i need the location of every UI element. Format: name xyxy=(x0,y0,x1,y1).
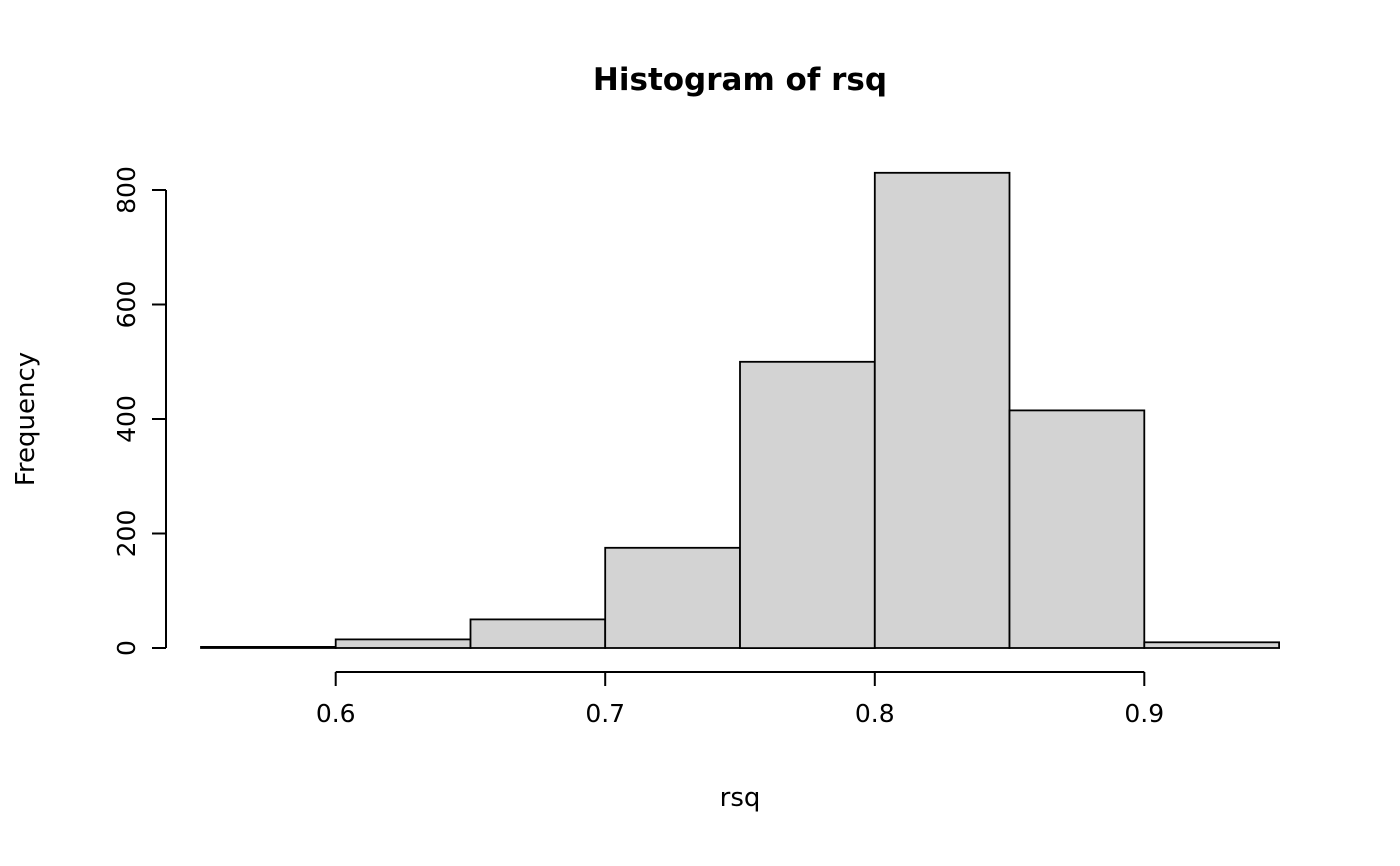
histogram-bar xyxy=(604,546,741,649)
y-tick-label: 0 xyxy=(112,640,141,656)
histogram-bar xyxy=(334,638,472,649)
y-tick-label: 200 xyxy=(112,510,141,558)
histogram-bar xyxy=(200,646,337,649)
axes: 0 200 400 600 800 0.6 0.7 0.8 0.9 xyxy=(112,166,1164,728)
y-tick-label: 600 xyxy=(112,281,141,329)
x-tick-label: 0.6 xyxy=(316,699,356,728)
histogram-bars xyxy=(200,171,1281,649)
x-axis-label: rsq xyxy=(720,783,761,813)
x-tick-label: 0.9 xyxy=(1124,699,1164,728)
chart-title: Histogram of rsq xyxy=(593,62,887,98)
y-tick-label: 800 xyxy=(112,166,141,214)
histogram-bar xyxy=(1143,641,1281,649)
x-tick-label: 0.7 xyxy=(585,699,625,728)
y-axis-label: Frequency xyxy=(11,352,41,486)
y-tick-label: 400 xyxy=(112,395,141,443)
histogram-bar xyxy=(1008,409,1146,649)
histogram-bar xyxy=(469,618,607,649)
x-tick-label: 0.8 xyxy=(855,699,895,728)
histogram-bar xyxy=(739,360,876,649)
histogram-bar xyxy=(873,171,1011,649)
